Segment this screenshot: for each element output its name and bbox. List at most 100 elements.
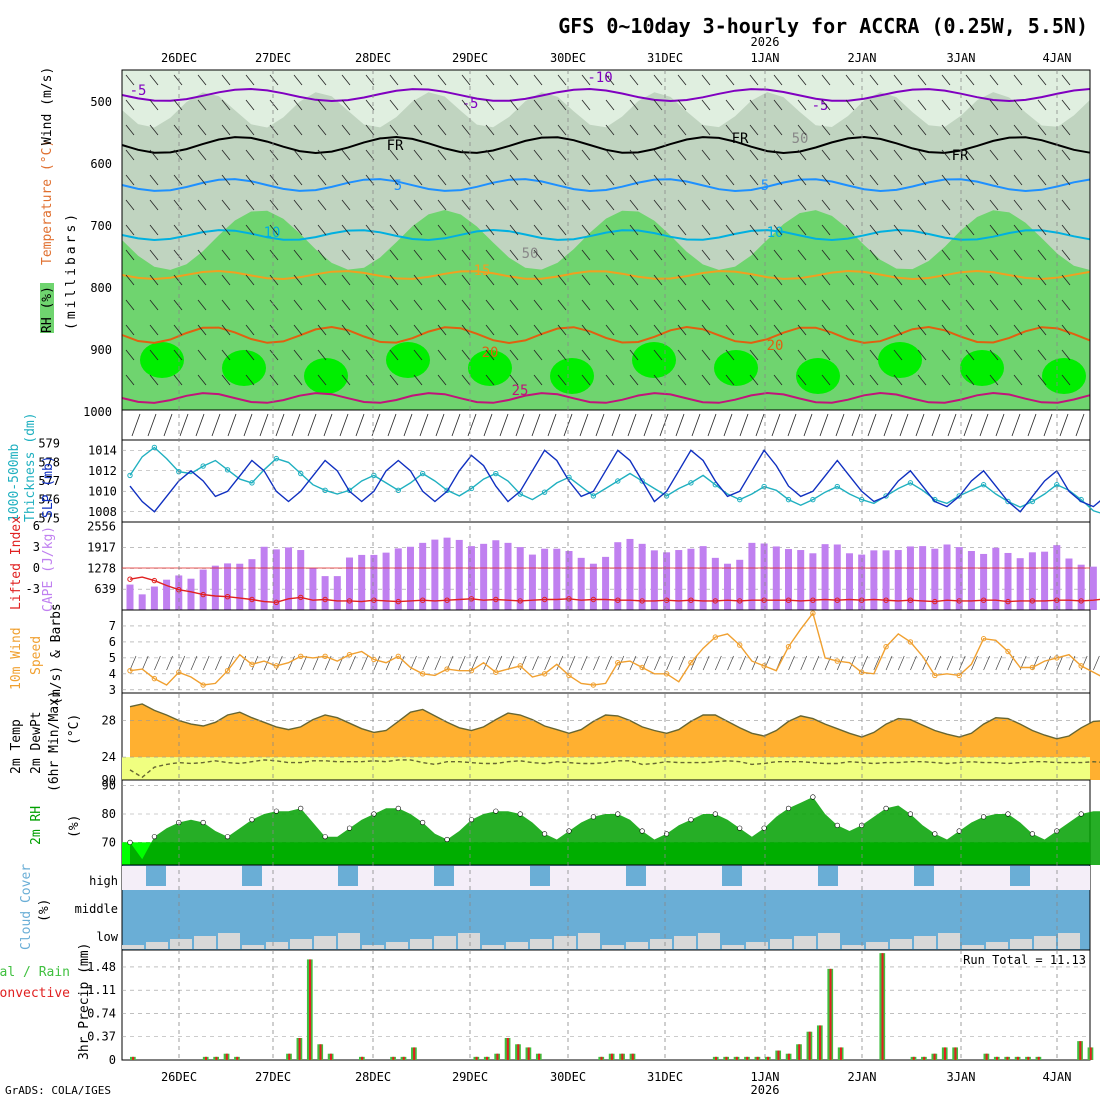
- wind-barb: [293, 299, 303, 311]
- cloud-low-block: [890, 939, 912, 949]
- wind-barb: [461, 374, 471, 386]
- surface-barb: [595, 413, 605, 437]
- wind10m-barb: [129, 655, 137, 671]
- wind-barb: [869, 249, 879, 261]
- contour-label: FR: [952, 148, 969, 164]
- wind10m-barb: [556, 655, 564, 671]
- rh2m-area: [130, 797, 1100, 865]
- wind-barb: [341, 99, 351, 111]
- wind-barb: [197, 224, 207, 236]
- wind-barb: [437, 99, 447, 111]
- wind-barb: [509, 249, 519, 261]
- temperature-label: Temperature (°C): [40, 140, 55, 265]
- rh2m-point: [395, 805, 401, 811]
- wind-barb: [941, 149, 951, 161]
- wind-barb: [701, 124, 711, 136]
- wind-barb: [245, 174, 255, 186]
- wind-barb: [197, 274, 207, 286]
- cloud-label: Cloud Cover: [19, 864, 34, 950]
- wind-barb: [773, 324, 783, 336]
- wind-barb: [533, 174, 543, 186]
- rh2m-point: [517, 811, 523, 817]
- wind-barb: [173, 124, 183, 136]
- wind-barb: [125, 299, 135, 311]
- wind-barb: [245, 199, 255, 211]
- wind10m-barb: [666, 655, 673, 671]
- wind-barb: [1061, 99, 1071, 111]
- thickness-line-point: [322, 487, 328, 494]
- wind-barb: [893, 124, 903, 136]
- cape-bar: [663, 552, 671, 610]
- cape-bar: [943, 544, 951, 610]
- lifted-index-line-point: [468, 596, 475, 602]
- temp2m-tick: 90: [102, 773, 116, 787]
- wind-barb: [437, 324, 447, 336]
- wind-barb: [725, 149, 735, 161]
- wind-barb: [149, 349, 159, 361]
- wind-barb: [581, 274, 591, 286]
- wind10m-label-3: (m/s) & Barbs: [49, 603, 64, 705]
- lifted-index-line-point: [346, 598, 353, 604]
- wind-barb: [965, 299, 975, 311]
- wind-barb: [533, 349, 543, 361]
- rh2m-point: [1078, 811, 1084, 817]
- wind-barb: [845, 99, 855, 111]
- wind-barb: [413, 349, 423, 361]
- cape-bar: [443, 537, 451, 610]
- cape-bar: [187, 578, 195, 610]
- surface-barb: [291, 413, 301, 437]
- wind-barb: [893, 199, 903, 211]
- lifted-index-line-point: [127, 576, 133, 582]
- wind-barb: [221, 174, 231, 186]
- wind-barb: [989, 149, 999, 161]
- wind-barb: [317, 249, 327, 261]
- wind-barb: [845, 374, 855, 386]
- wind-barb: [581, 324, 591, 336]
- wind-barb: [965, 324, 975, 336]
- thickness-line-point: [590, 493, 597, 499]
- thickness-label-1: 1000-500mb: [7, 444, 22, 522]
- wind-barb: [221, 124, 231, 136]
- wind-barb: [557, 299, 567, 311]
- thickness-tick: 575: [38, 511, 60, 525]
- cape-bar: [1028, 552, 1036, 610]
- wind10m-line-point: [737, 642, 743, 648]
- wind-barb: [653, 149, 663, 161]
- wind-barb: [629, 174, 639, 186]
- surface-barb: [131, 413, 141, 437]
- contour-label: -10: [587, 70, 612, 86]
- wind-barb: [1013, 224, 1023, 236]
- top-day-labels: 26DEC 27DEC 28DEC 29DEC 30DEC 31DEC 1JAN 2JAN 3J…: [161, 51, 1072, 65]
- cloud-low-block: [746, 942, 768, 949]
- lifted-index-line-point: [615, 597, 621, 603]
- surface-barb: [739, 413, 749, 437]
- thickness-line-point: [493, 470, 499, 477]
- wind-barb: [773, 349, 783, 361]
- precip-convective-bar: [1027, 1056, 1030, 1060]
- temperature-contour: [121, 325, 1091, 345]
- wind-barb: [1013, 249, 1023, 261]
- wind-barb: [173, 249, 183, 261]
- wind-barb: [269, 99, 279, 111]
- precip-panel: 1.48 1.11 0.74 0.37 0 Run Total = 11.13 Tota…: [0, 943, 1094, 1067]
- wind-barb: [749, 274, 759, 286]
- wind-barb: [893, 74, 903, 86]
- wind-barb: [413, 149, 423, 161]
- precip-convective-bar: [225, 1053, 228, 1060]
- wind-barb: [533, 274, 543, 286]
- wind-barb: [1061, 199, 1071, 211]
- lifted-index-line-point: [322, 596, 328, 603]
- lifted-index-line-point: [712, 598, 719, 604]
- precip-convective-bar: [735, 1056, 738, 1060]
- wind-barb: [605, 124, 615, 136]
- wind-barb: [1037, 374, 1047, 386]
- rh-saturated-patch: [550, 358, 594, 394]
- wind-barb: [509, 349, 519, 361]
- wind-barb: [485, 349, 495, 361]
- wind-barb: [1061, 74, 1071, 86]
- wind-barb: [773, 149, 783, 161]
- precip-convective-bar: [777, 1050, 780, 1060]
- cape-bar: [845, 553, 853, 610]
- wind-barb: [773, 124, 783, 136]
- cloud-level-label: high: [89, 874, 118, 888]
